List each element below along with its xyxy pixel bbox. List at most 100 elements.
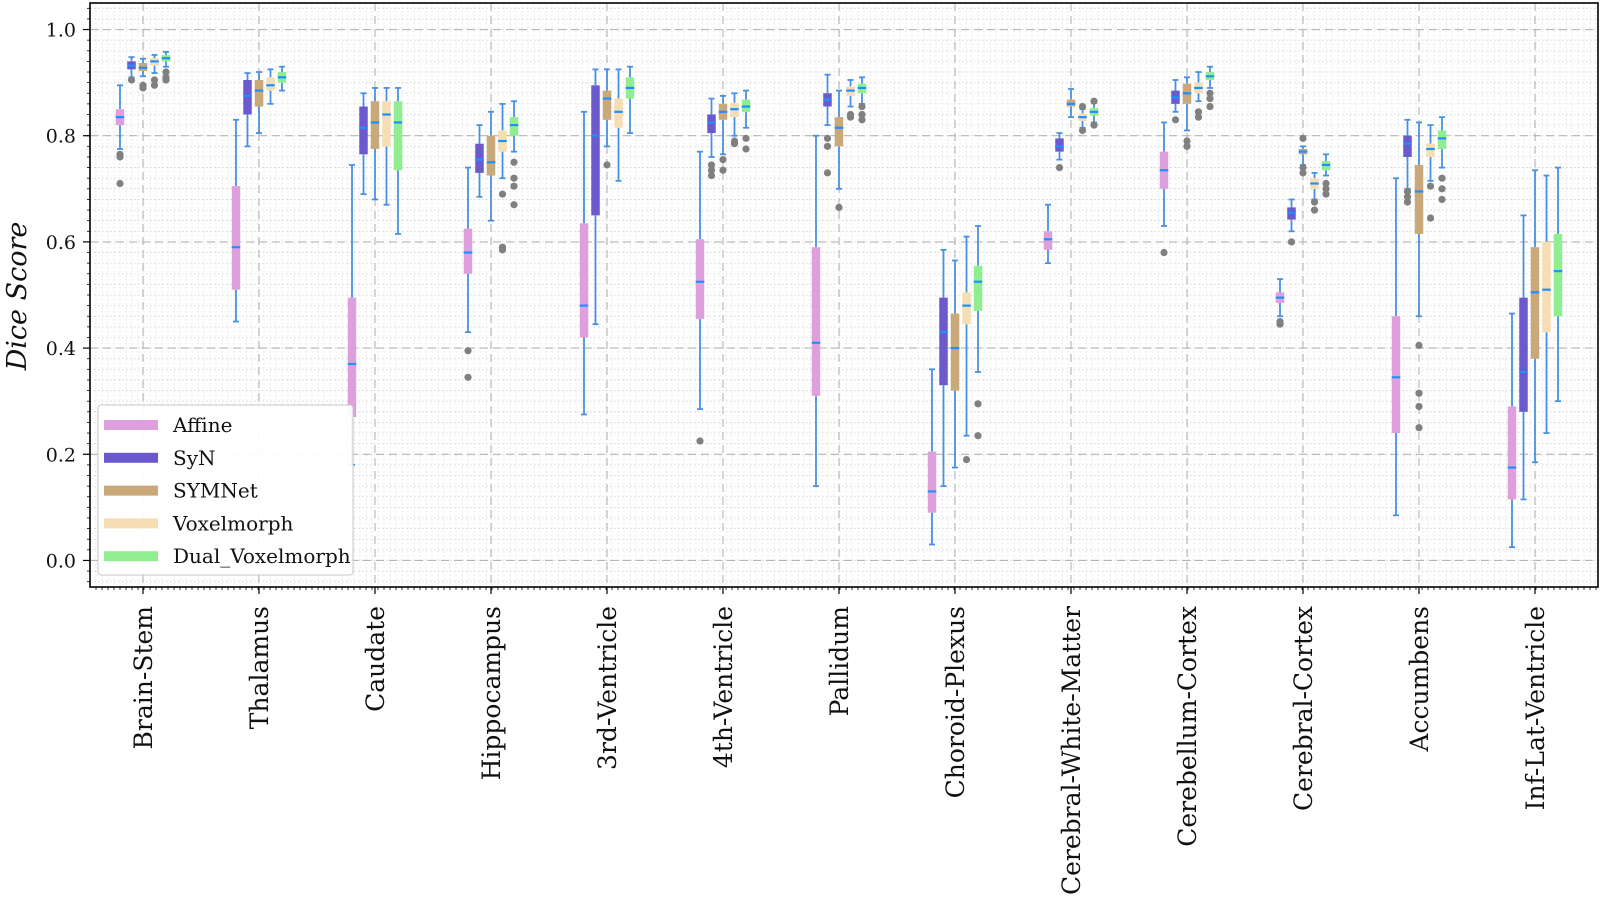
boxplot-symnet-inf-lat-ventricle bbox=[1530, 169, 1540, 464]
box-iqr bbox=[939, 297, 948, 386]
legend-label-syn: SyN bbox=[173, 446, 216, 470]
outlier-point bbox=[116, 150, 124, 158]
box-iqr bbox=[834, 117, 844, 147]
outlier-point bbox=[742, 145, 750, 153]
outlier-point bbox=[1403, 187, 1412, 196]
outlier-point bbox=[1403, 198, 1412, 206]
boxplot-syn-cerebellum-cortex bbox=[1171, 79, 1180, 124]
x-tick-label: 3rd-Ventricle bbox=[593, 606, 622, 770]
outlier-point bbox=[707, 171, 716, 180]
legend-swatch-voxelmorph bbox=[104, 518, 158, 529]
box-iqr bbox=[463, 228, 473, 274]
outlier-point bbox=[707, 161, 716, 169]
outlier-point bbox=[707, 166, 716, 174]
y-tick-label: 0.2 bbox=[46, 444, 76, 466]
box-iqr bbox=[1043, 231, 1053, 250]
outlier-point bbox=[1206, 94, 1214, 103]
outlier-point bbox=[1438, 174, 1446, 182]
boxplot-voxelmorph-pallidum bbox=[846, 79, 855, 121]
box-iqr bbox=[579, 223, 589, 338]
legend-frame bbox=[97, 404, 354, 576]
y-tick-label: 0.4 bbox=[46, 338, 76, 360]
box-iqr bbox=[486, 135, 496, 176]
box-iqr bbox=[359, 106, 368, 155]
box-iqr bbox=[591, 85, 600, 216]
outlier-point bbox=[1078, 102, 1087, 111]
boxplot-syn-choroid-plexus bbox=[939, 248, 948, 488]
box-iqr bbox=[475, 143, 484, 173]
box-iqr bbox=[1542, 241, 1551, 333]
outlier-point bbox=[696, 437, 704, 445]
boxplot-dual_voxelmorph-hippocampus bbox=[509, 100, 519, 209]
outlier-point bbox=[1299, 163, 1307, 172]
boxplot-symnet-accumbens bbox=[1414, 121, 1424, 432]
outlier-point bbox=[1403, 193, 1412, 201]
x-tick-label: Cerebral-Cortex bbox=[1289, 606, 1318, 811]
y-axis-label: Dice Score bbox=[2, 222, 33, 372]
boxplot-voxelmorph-brain-stem bbox=[150, 54, 159, 89]
outlier-point bbox=[127, 76, 136, 84]
outlier-point bbox=[1426, 214, 1435, 222]
boxplot-syn-brain-stem bbox=[127, 56, 136, 84]
box-iqr bbox=[382, 101, 391, 147]
boxplot-symnet-4th-ventricle bbox=[718, 95, 728, 174]
x-tick-label: Choroid-Plexus bbox=[941, 606, 970, 798]
box-iqr bbox=[1414, 164, 1424, 234]
boxplot-voxelmorph-hippocampus bbox=[498, 102, 507, 254]
outlier-point bbox=[1322, 185, 1330, 193]
legend-label-dual_voxelmorph: Dual_Voxelmorph bbox=[173, 544, 351, 568]
outlier-point bbox=[858, 110, 866, 119]
boxplot-symnet-thalamus bbox=[254, 71, 264, 134]
boxplot-voxelmorph-choroid-plexus bbox=[962, 235, 971, 464]
boxplot-voxelmorph-cerebral-white-matter bbox=[1078, 102, 1087, 135]
box-iqr bbox=[1530, 247, 1540, 359]
outlier-point bbox=[510, 182, 518, 190]
outlier-point bbox=[150, 81, 159, 89]
boxplot-affine-inf-lat-ventricle bbox=[1507, 312, 1517, 549]
y-tick-label: 0.8 bbox=[46, 126, 76, 148]
outlier-point bbox=[464, 373, 472, 381]
outlier-point bbox=[1183, 137, 1191, 145]
outlier-point bbox=[1322, 179, 1330, 188]
boxplot-syn-caudate bbox=[359, 92, 368, 196]
boxplot-syn-cerebral-white-matter bbox=[1055, 132, 1064, 172]
outlier-point bbox=[116, 179, 124, 188]
boxplot-syn-cerebral-cortex bbox=[1287, 198, 1296, 246]
outlier-point bbox=[510, 158, 518, 166]
legend: Affine SyN SYMNet Voxelmorph Dual_Voxelmorph bbox=[97, 404, 354, 576]
legend-swatch-affine bbox=[104, 420, 158, 430]
outlier-point bbox=[1055, 163, 1064, 172]
boxplot-dual_voxelmorph-cerebral-white-matter bbox=[1089, 97, 1099, 129]
outlier-point bbox=[1078, 126, 1087, 135]
box-iqr bbox=[1507, 406, 1517, 500]
box-iqr bbox=[231, 186, 241, 290]
x-tick-label: Pallidum bbox=[825, 606, 854, 717]
box-iqr bbox=[254, 79, 264, 107]
boxplot-voxelmorph-accumbens bbox=[1426, 124, 1435, 222]
boxplot-affine-pallidum bbox=[811, 134, 821, 488]
outlier-point bbox=[1415, 402, 1423, 411]
boxplot-voxelmorph-cerebral-cortex bbox=[1310, 171, 1319, 214]
outlier-point bbox=[1299, 134, 1307, 142]
box-iqr bbox=[927, 451, 937, 513]
boxplot-symnet-caudate bbox=[370, 87, 380, 201]
outlier-point bbox=[510, 174, 518, 182]
x-tick-label: Hippocampus bbox=[477, 606, 506, 780]
legend-label-affine: Affine bbox=[172, 413, 232, 437]
boxplot-dual_voxelmorph-choroid-plexus bbox=[973, 225, 983, 440]
outlier-point bbox=[846, 113, 855, 121]
box-iqr bbox=[243, 79, 252, 115]
box-iqr bbox=[1519, 297, 1528, 412]
boxplot-voxelmorph-3rd-ventricle bbox=[614, 68, 623, 182]
boxplot-affine-3rd-ventricle bbox=[579, 110, 589, 416]
outlier-point bbox=[974, 432, 982, 440]
outlier-point bbox=[1194, 113, 1203, 121]
box-iqr bbox=[950, 313, 960, 391]
outlier-point bbox=[1438, 195, 1446, 204]
grid-layer bbox=[90, 3, 1598, 587]
outlier-point bbox=[498, 246, 507, 254]
outlier-point bbox=[719, 156, 727, 164]
boxplot-voxelmorph-inf-lat-ventricle bbox=[1542, 174, 1551, 434]
boxplot-dual_voxelmorph-accumbens bbox=[1437, 116, 1447, 204]
